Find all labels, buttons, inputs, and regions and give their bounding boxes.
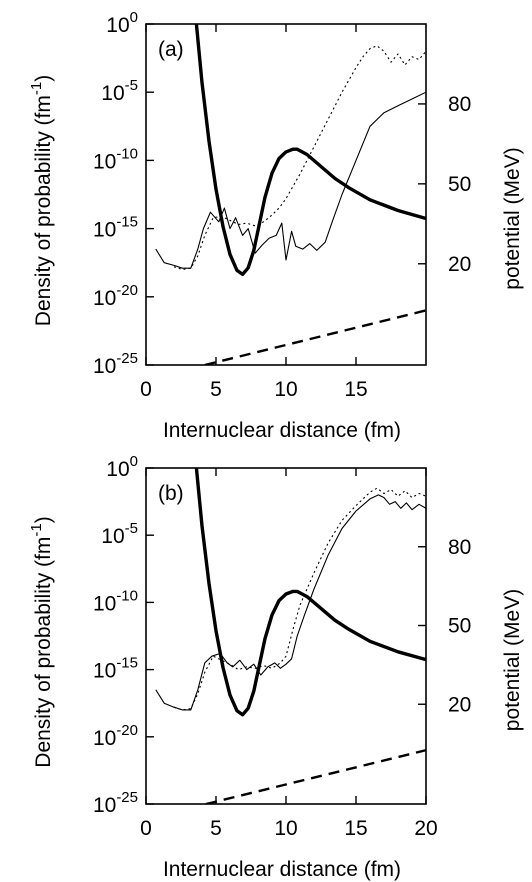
tick-base: 10 <box>93 355 116 378</box>
tick-base: 10 <box>101 525 124 548</box>
x-tick-label: 0 <box>140 817 152 840</box>
y-left-tick-label: 10-10 <box>93 145 138 173</box>
x-tick-label: 5 <box>210 378 222 401</box>
tick-exponent: -20 <box>116 282 138 299</box>
tick-base: 10 <box>93 794 116 817</box>
x-tick-label: 10 <box>274 817 297 840</box>
x-axis-label: Internuclear distance (fm) <box>163 419 401 442</box>
panel-label: (b) <box>158 482 184 505</box>
y-left-tick-label: 10-25 <box>93 350 138 378</box>
tick-exponent: -5 <box>125 520 138 537</box>
tick-exponent: -25 <box>116 350 138 367</box>
y-left-tick-label: 100 <box>106 453 138 481</box>
y-left-tick-label: 10-25 <box>93 789 138 817</box>
series-group <box>155 468 426 804</box>
y-right-axis-label: potential (MeV) <box>501 589 524 731</box>
tick-exponent: -20 <box>116 722 138 739</box>
tick-exponent: -15 <box>116 655 138 672</box>
series-line-dashed <box>204 309 426 365</box>
series-line-dotted <box>173 487 426 711</box>
y-right-tick-label: 80 <box>448 93 471 116</box>
y-left-label-main: Density of probability (fm <box>32 95 55 326</box>
x-tick-label: 5 <box>210 817 222 840</box>
plot-frame <box>145 467 427 805</box>
chart-panel-a: 0 5 10 1510010-510-1010-1510-2010-25205080(… <box>28 9 524 442</box>
tick-exponent: -5 <box>125 77 138 94</box>
tick-base: 10 <box>106 458 129 481</box>
series-group <box>155 24 426 365</box>
tick-base: 10 <box>93 150 116 173</box>
tick-exponent: 0 <box>130 9 138 26</box>
tick-exponent: -10 <box>116 145 138 162</box>
tick-base: 10 <box>101 82 124 105</box>
y-right-axis-label: potential (MeV) <box>501 147 524 289</box>
y-left-axis-label: Density of probability (fm-1) <box>28 516 55 767</box>
y-right-tick-label: 50 <box>448 615 471 638</box>
y-right-tick-label: 50 <box>448 173 471 196</box>
tick-exponent: 0 <box>130 453 138 470</box>
y-left-tick-label: 10-15 <box>93 214 138 242</box>
tick-base: 10 <box>93 592 116 615</box>
tick-base: 10 <box>93 727 116 750</box>
y-left-axis-label: Density of probability (fm-1) <box>28 75 55 326</box>
series-line-thin <box>155 494 426 711</box>
tick-exponent: -25 <box>116 789 138 806</box>
y-right-tick-label: 20 <box>448 253 471 276</box>
series-line-potential <box>194 468 426 717</box>
y-left-tick-label: 10-5 <box>101 520 138 548</box>
y-left-label-exp: -1 <box>28 82 45 95</box>
y-left-tick-label: 10-15 <box>93 655 138 683</box>
chart-panel-b: 0 5 10 15 2010010-510-1010-1510-2010-2520508… <box>28 453 524 881</box>
y-left-tick-label: 10-5 <box>101 77 138 105</box>
plot-frame <box>145 23 427 366</box>
series-line-thin <box>155 91 426 269</box>
y-right-tick-label: 20 <box>448 693 471 716</box>
tick-base: 10 <box>93 660 116 683</box>
tick-exponent: -15 <box>116 214 138 231</box>
y-left-label-end: ) <box>32 75 55 82</box>
x-tick-label: 10 <box>274 378 297 401</box>
tick-base: 10 <box>93 219 116 242</box>
y-left-label-exp: -1 <box>28 523 45 536</box>
tick-base: 10 <box>93 287 116 310</box>
y-left-tick-label: 10-20 <box>93 282 138 310</box>
y-left-tick-label: 10-10 <box>93 587 138 615</box>
x-tick-label: 15 <box>344 817 367 840</box>
y-left-tick-label: 100 <box>106 9 138 37</box>
y-right-tick-label: 80 <box>448 536 471 559</box>
x-tick-label: 20 <box>414 817 437 840</box>
series-line-dashed <box>205 749 426 804</box>
y-left-label-end: ) <box>32 516 55 523</box>
x-tick-label: 0 <box>140 378 152 401</box>
tick-base: 10 <box>106 14 129 37</box>
series-line-potential <box>194 24 426 277</box>
y-left-tick-label: 10-20 <box>93 722 138 750</box>
x-axis-label: Internuclear distance (fm) <box>163 858 401 881</box>
y-left-label-main: Density of probability (fm <box>32 537 55 768</box>
tick-exponent: -10 <box>116 587 138 604</box>
x-tick-label: 15 <box>344 378 367 401</box>
panel-label: (a) <box>158 38 184 61</box>
